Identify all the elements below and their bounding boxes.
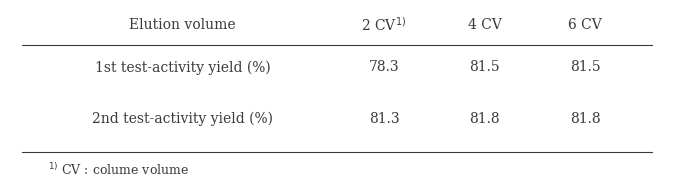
Text: 78.3: 78.3 [369, 60, 399, 74]
Text: 2 CV$^{1)}$: 2 CV$^{1)}$ [361, 16, 406, 34]
Text: 81.5: 81.5 [469, 60, 500, 74]
Text: 1st test-activity yield (%): 1st test-activity yield (%) [95, 60, 270, 75]
Text: 81.8: 81.8 [469, 112, 500, 126]
Text: 4 CV: 4 CV [468, 18, 501, 32]
Text: 81.5: 81.5 [570, 60, 601, 74]
Text: 81.3: 81.3 [369, 112, 399, 126]
Text: $^{1)}$ CV : colume volume: $^{1)}$ CV : colume volume [49, 162, 189, 178]
Text: 2nd test-activity yield (%): 2nd test-activity yield (%) [92, 111, 273, 126]
Text: Elution volume: Elution volume [129, 18, 236, 32]
Text: 6 CV: 6 CV [568, 18, 603, 32]
Text: 81.8: 81.8 [570, 112, 601, 126]
